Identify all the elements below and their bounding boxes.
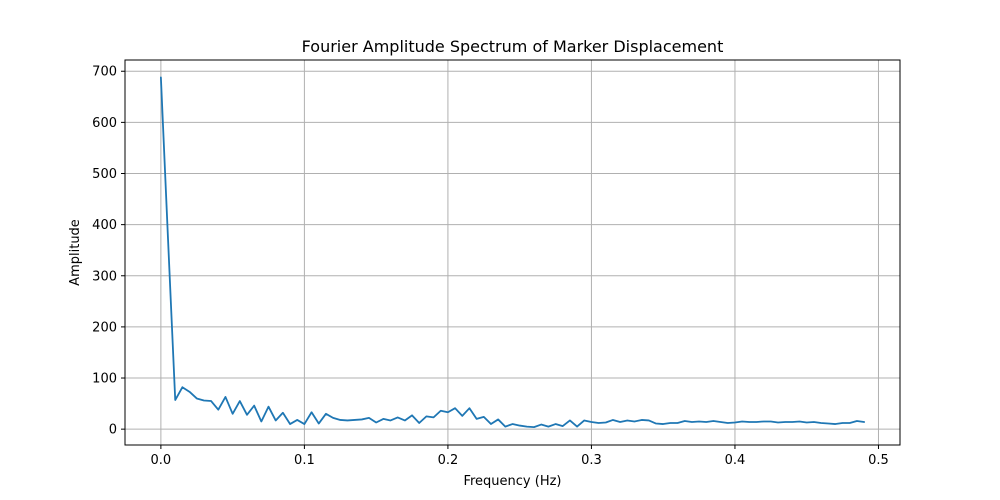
plot-frame: [124, 59, 901, 446]
series-line: [159, 76, 866, 429]
y-tick-label: 500: [92, 167, 117, 182]
y-tick-label: 300: [92, 269, 117, 284]
series-layer: [159, 76, 866, 429]
x-tick-label: 0.0: [151, 453, 172, 468]
grid-layer: [125, 60, 900, 445]
x-tick-label: 0.1: [294, 453, 315, 468]
chart-title: Fourier Amplitude Spectrum of Marker Dis…: [302, 37, 724, 56]
y-axis-label: Amplitude: [68, 219, 83, 286]
y-tick-label: 600: [92, 116, 117, 131]
x-tick-label: 0.4: [725, 453, 746, 468]
y-tick-label: 0: [109, 423, 117, 438]
y-tick-label: 200: [92, 320, 117, 335]
x-axis-label: Frequency (Hz): [463, 474, 561, 489]
y-tick-label: 100: [92, 372, 117, 387]
y-tick-label: 400: [92, 218, 117, 233]
x-tick-label: 0.5: [868, 453, 889, 468]
x-tick-label: 0.3: [581, 453, 602, 468]
tick-layer: 0.0 0.1 0.2 0.3 0.4 0.5 0 100 200 300 400 500 600 700: [92, 65, 889, 468]
x-tick-label: 0.2: [438, 453, 459, 468]
y-tick-label: 700: [92, 65, 117, 80]
